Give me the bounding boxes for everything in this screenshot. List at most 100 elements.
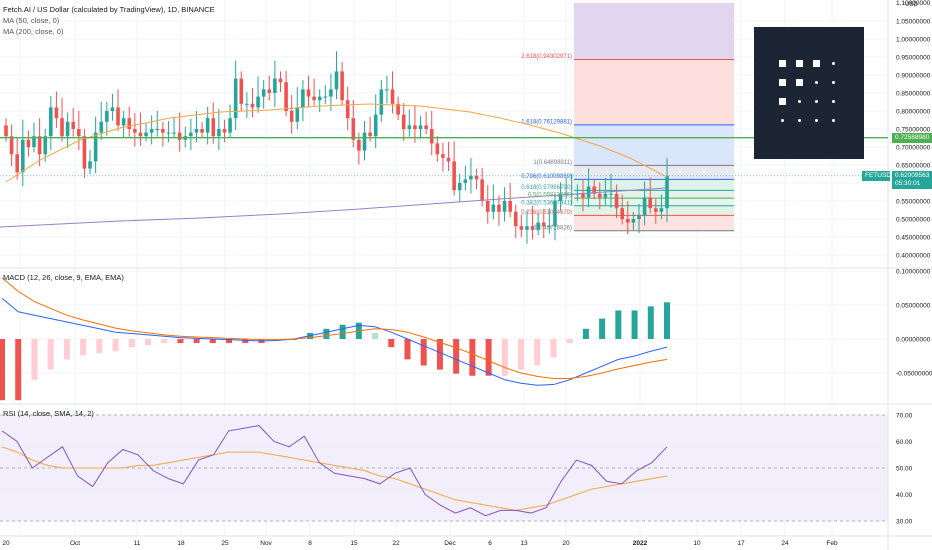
macd-histogram-bar <box>242 339 249 344</box>
candle-body <box>390 89 395 104</box>
macd-histogram-bar <box>112 339 119 352</box>
fib-level-label: 0.786(0.61009869) <box>521 174 572 180</box>
candle-body <box>284 82 288 111</box>
candle-body <box>547 226 552 228</box>
candle-body <box>508 201 512 212</box>
candle-body <box>200 129 204 133</box>
rsi-line <box>1 425 668 517</box>
rsi-tick-label: 70.00 <box>896 413 913 420</box>
fib-zone <box>574 179 734 191</box>
candle-body <box>99 121 104 133</box>
candle-body <box>373 114 378 137</box>
candle-body <box>334 71 339 90</box>
logo-dot <box>797 118 801 122</box>
candle-body <box>340 71 344 101</box>
macd-histogram-bar <box>0 339 5 401</box>
candle-body <box>480 179 484 201</box>
candle-body <box>161 129 165 133</box>
fib-level-label: 2.618(0.94302971) <box>521 54 572 60</box>
candle-body <box>172 132 176 134</box>
candle-body <box>396 103 400 115</box>
candle-body <box>368 132 372 137</box>
candle-body <box>189 132 193 137</box>
time-tick-label: 24 <box>781 540 789 547</box>
fib-zone <box>574 190 734 199</box>
candle-body <box>659 208 664 212</box>
fib-zone <box>574 59 734 125</box>
logo-dot <box>778 78 786 86</box>
candle-body <box>110 107 115 111</box>
fib-level-label: 1.618(0.76129881) <box>521 119 572 125</box>
candle-body <box>519 226 524 230</box>
watermark-logo <box>754 27 864 159</box>
candle-body <box>116 107 120 126</box>
macd-histogram-bar <box>177 339 184 344</box>
candle-body <box>88 161 92 169</box>
macd-histogram-bar <box>404 339 411 360</box>
fib-zone <box>574 165 734 180</box>
time-tick-label: 25 <box>221 540 229 547</box>
price-tick-label: 0.85000000 <box>896 91 931 98</box>
candle-body <box>457 183 462 191</box>
candle-body <box>603 193 608 198</box>
macd-tick-label: 0.05000000 <box>896 303 931 310</box>
main-legend: Fetch.AI / US Dollar (calculated by Trad… <box>3 5 215 14</box>
macd-histogram-bar <box>128 339 135 348</box>
candle-body <box>54 107 59 119</box>
macd-histogram-bar <box>420 339 427 366</box>
time-tick-label: 20 <box>2 540 10 547</box>
candle-body <box>211 118 216 137</box>
macd-histogram-bar <box>193 339 200 344</box>
candle-body <box>93 132 98 162</box>
ma200-line <box>0 187 668 228</box>
time-tick-label: Oct <box>70 540 80 547</box>
candle-body <box>4 125 8 137</box>
macd-histogram-bar <box>534 339 541 366</box>
time-tick-label: Feb <box>826 540 838 547</box>
macd-tick-label: 0.00000000 <box>896 337 931 344</box>
candle-body <box>413 125 417 129</box>
candle-body <box>289 111 294 122</box>
logo-dot <box>831 99 835 103</box>
macd-histogram-bar <box>388 339 395 348</box>
fib-zone <box>574 198 734 206</box>
logo-dot <box>812 59 820 67</box>
macd-histogram-bar <box>599 318 606 339</box>
candle-body <box>295 107 300 122</box>
macd-histogram-bar <box>550 339 557 358</box>
macd-histogram-bar <box>63 339 70 360</box>
logo-dot <box>814 80 818 84</box>
candle-body <box>620 208 624 219</box>
candle-body <box>267 89 272 93</box>
candle-body <box>194 129 199 133</box>
rsi-tick-label: 30.00 <box>896 519 913 526</box>
time-tick-label: 6 <box>488 540 492 547</box>
fib-level-label: 0(0.46728826) <box>533 225 572 231</box>
candle-body <box>345 100 350 119</box>
macd-histogram-bar <box>372 332 379 339</box>
rsi-tick-label: 50.00 <box>896 466 913 473</box>
time-tick-label: Nov <box>260 540 272 547</box>
candle-body <box>418 125 423 129</box>
hline-price-tag: 0.72588980 <box>892 133 932 143</box>
price-tick-label: 1.05000000 <box>896 19 931 26</box>
price-tick-label: 0.65000000 <box>896 163 931 170</box>
candle-body <box>261 89 266 97</box>
candle-body <box>357 139 361 151</box>
candle-body <box>149 129 154 133</box>
candle-body <box>228 118 232 133</box>
candle-body <box>491 204 496 212</box>
macd-histogram-bar <box>323 328 330 339</box>
candle-body <box>502 201 507 212</box>
candle-body <box>9 136 14 155</box>
symbol-tag: FETUSD <box>862 171 891 181</box>
candle-body <box>32 136 36 147</box>
logo-dot <box>780 118 784 122</box>
fib-zone <box>574 124 734 166</box>
logo-dot <box>814 99 818 103</box>
candle-body <box>15 154 20 173</box>
candle-body <box>441 154 445 158</box>
time-tick-label: 18 <box>177 540 185 547</box>
candle-body <box>166 132 171 134</box>
rsi-ma-line <box>1 446 668 511</box>
